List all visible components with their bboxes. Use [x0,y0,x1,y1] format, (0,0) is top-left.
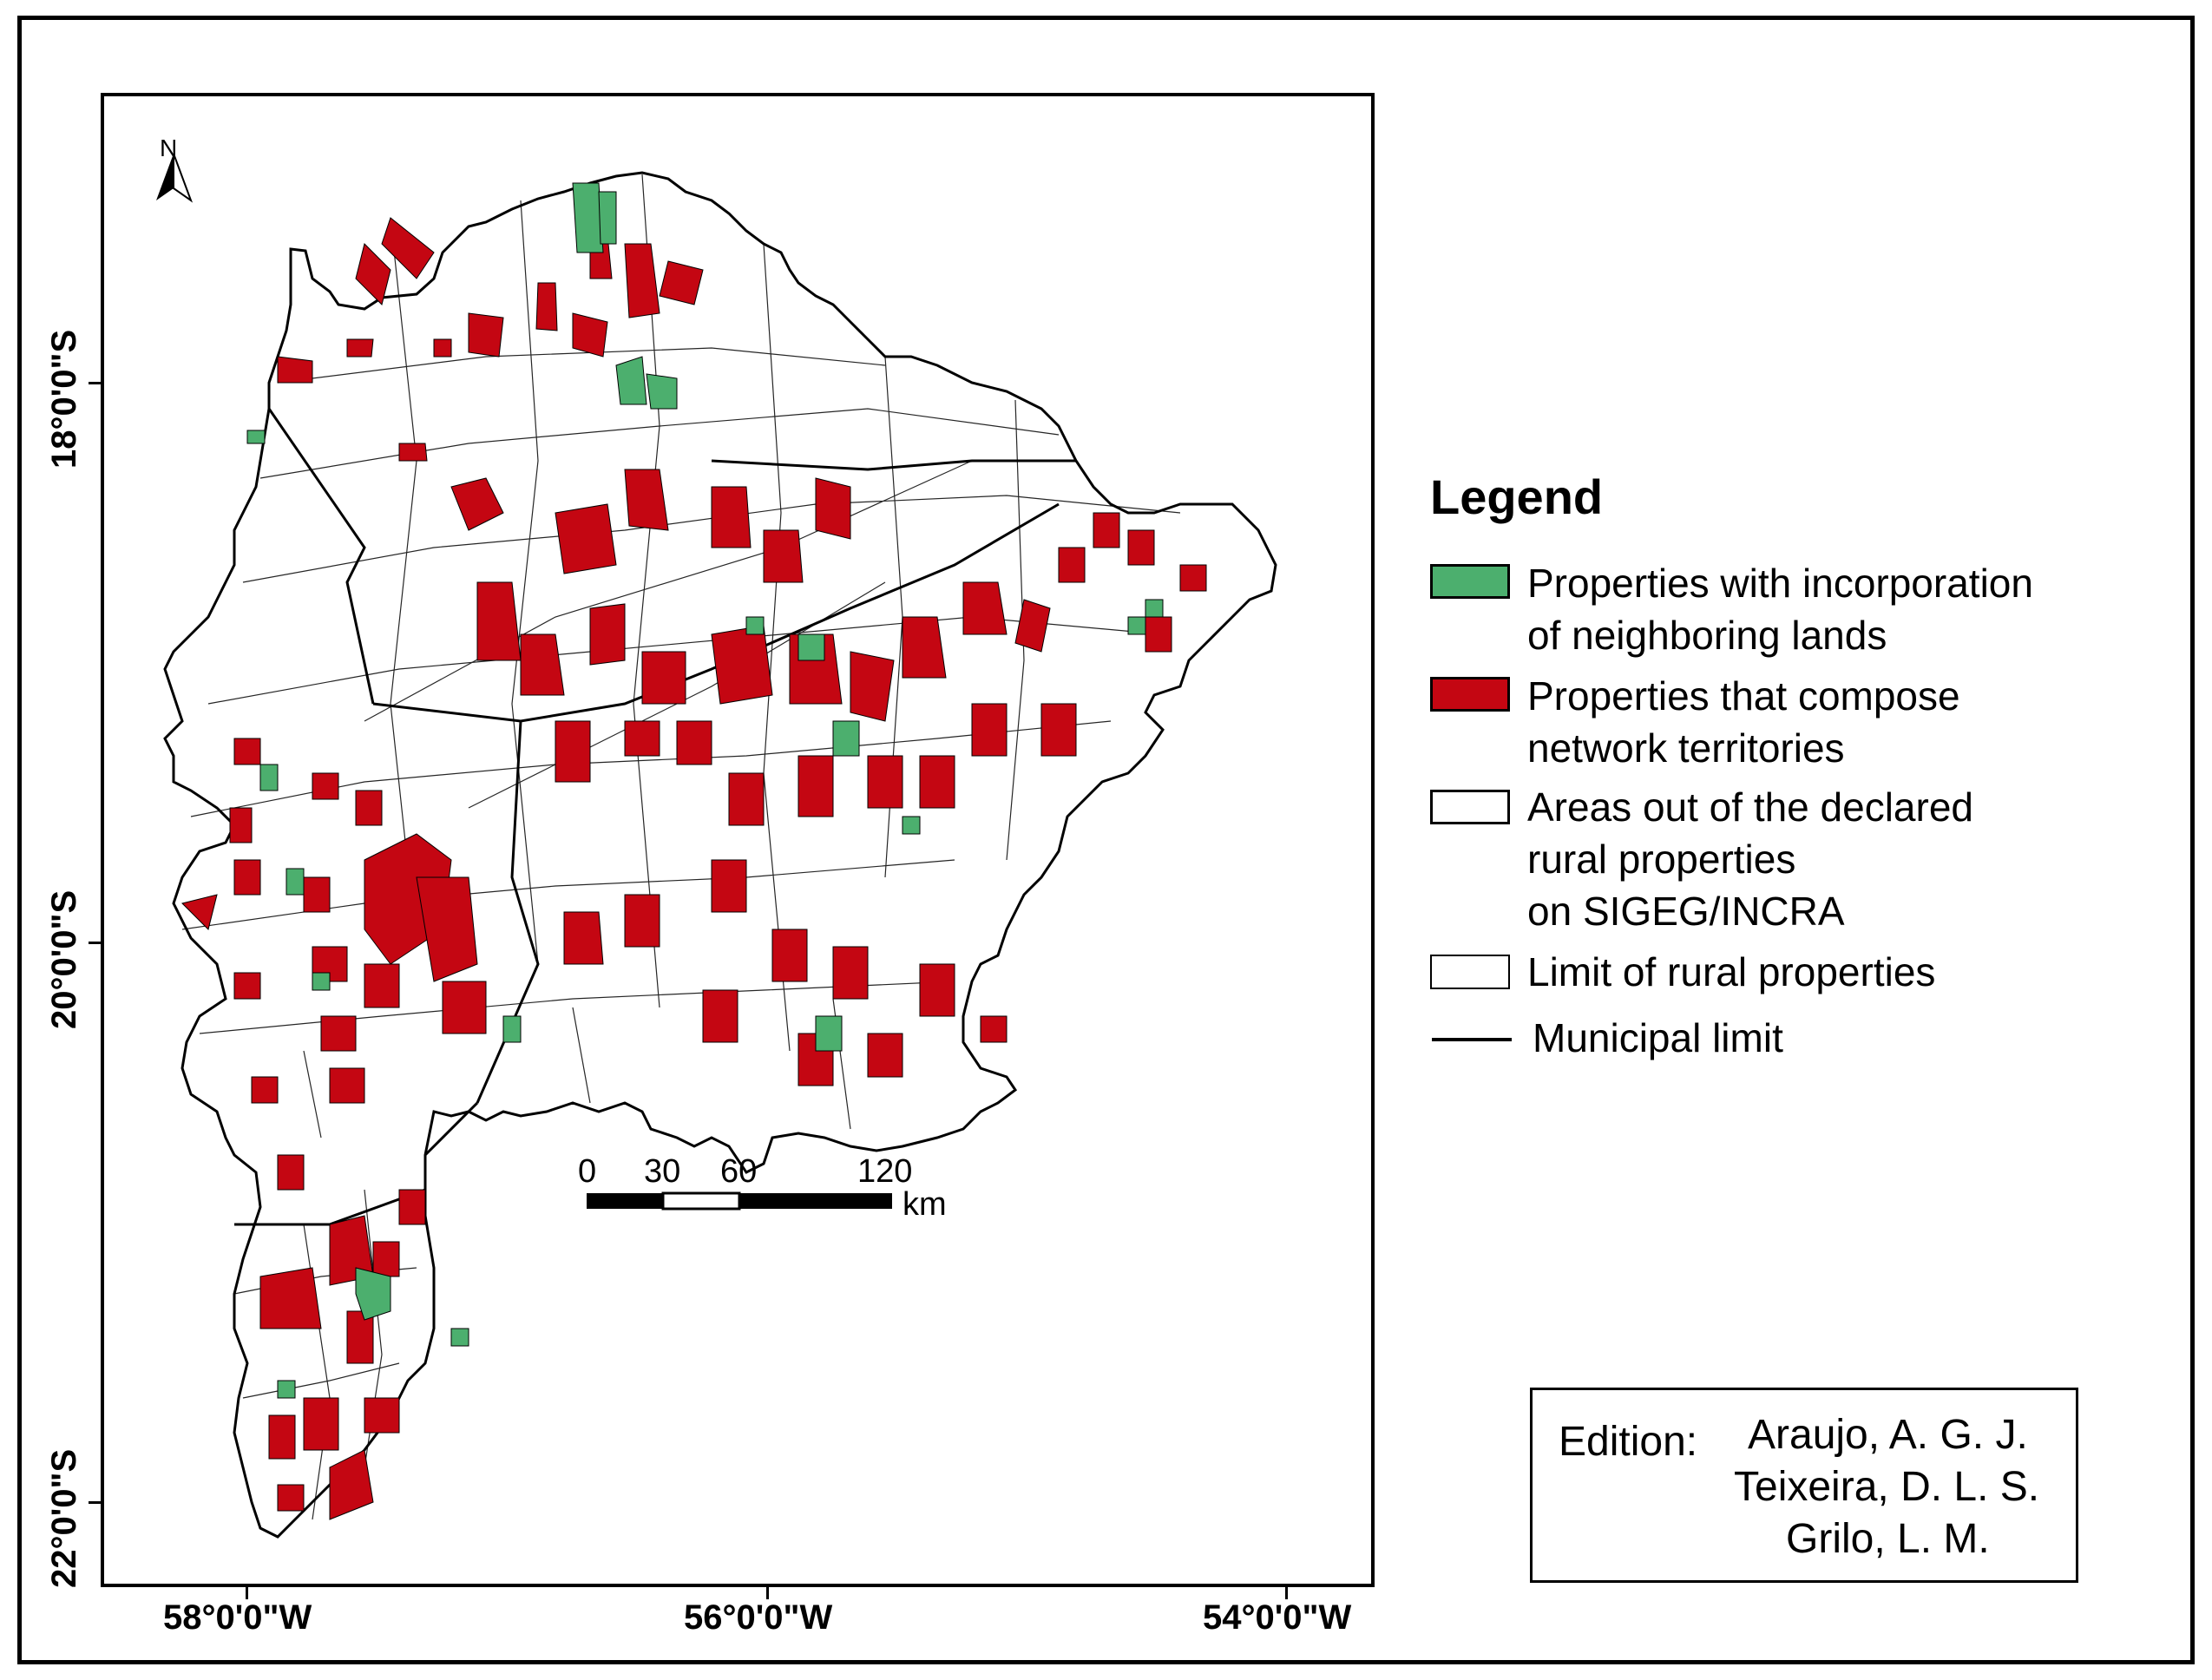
lat-tick [89,382,101,384]
legend-label-incorporation: Properties with incorporation of neighbo… [1527,561,2033,658]
lon-tick [766,1587,769,1599]
scale-unit: km [903,1186,947,1223]
edition-label: Edition: [1559,1419,1698,1465]
lat-label-18S: 18°0'0"S [45,329,83,469]
legend-title: Legend [1430,469,1604,524]
legend-swatch-network [1430,677,1510,712]
figure-frame [17,16,2195,1664]
legend-label-property-limit: Limit of rural properties [1527,949,1936,994]
legend-swatch-property-limit [1430,955,1510,989]
lon-tick [246,1587,248,1599]
lon-label-54W: 54°0'0"W [1203,1598,1352,1637]
edition-author-3: Grilo, L. M. [1786,1516,1990,1562]
scale-tick-120: 120 [857,1153,913,1190]
legend-line-municipal [1432,1038,1512,1041]
scale-tick-0: 0 [578,1153,597,1190]
edition-box: Edition: Araujo, A. G. J. Teixeira, D. L… [1530,1388,2078,1583]
scale-bar [587,1191,892,1211]
lat-tick [89,1501,101,1504]
legend-swatch-out-of-declared [1430,790,1510,824]
scale-tick-60: 60 [720,1153,758,1190]
map-frame: N 0 30 60 120 km [101,93,1375,1587]
lat-label-20S: 20°0'0"S [45,889,83,1029]
legend-label-municipal: Municipal limit [1533,1015,1783,1060]
network-territory-properties [181,217,1207,1520]
lon-tick [1285,1587,1288,1599]
legend-label-network: Properties that compose network territor… [1527,673,1960,771]
north-arrow-icon [156,153,194,203]
lon-label-58W: 58°0'0"W [163,1598,312,1637]
edition-author-1: Araujo, A. G. J. [1748,1412,2028,1458]
incorporation-properties [246,182,1164,1399]
legend-label-out-of-declared: Areas out of the declared rural properti… [1527,784,1973,934]
map-canvas [156,153,1277,1539]
lat-tick [89,942,101,944]
lon-label-56W: 56°0'0"W [684,1598,833,1637]
legend-swatch-incorporation [1430,564,1510,599]
study-area-outline [163,171,1277,1539]
lat-label-22S: 22°0'0"S [45,1448,83,1588]
north-arrow-label: N [160,135,178,161]
edition-author-2: Teixeira, D. L. S. [1734,1464,2040,1510]
scale-tick-30: 30 [644,1153,681,1190]
